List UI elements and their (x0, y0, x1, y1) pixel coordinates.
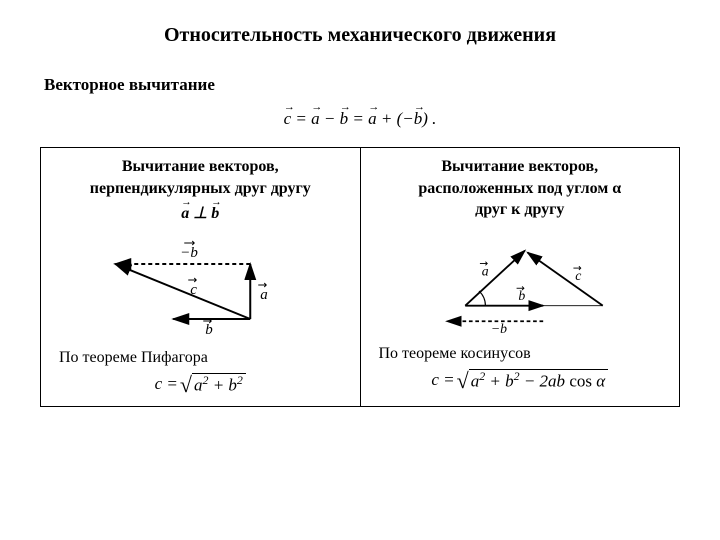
page-title: Относительность механического движения (40, 24, 680, 47)
left-relation: a ⊥ b (181, 203, 219, 223)
right-heading-line2: расположенных под углом α (418, 180, 621, 197)
left-heading: Вычитание векторов, перпендикулярных дру… (90, 156, 311, 199)
svg-text:c: c (190, 282, 197, 298)
right-heading: Вычитание векторов, расположенных под уг… (418, 156, 621, 221)
sqrt-icon: √ a2 + b2 − 2ab cos α (457, 369, 609, 391)
svg-text:a: a (481, 263, 488, 278)
right-theorem-label: По теореме косинусов (379, 345, 531, 363)
left-theorem-label: По теореме Пифагора (59, 349, 208, 367)
right-diagram: a b c −b (369, 225, 672, 335)
svg-text:a: a (260, 287, 268, 303)
left-formula: c = √ a2 + b2 (155, 373, 246, 395)
right-heading-line3: друг к другу (475, 201, 564, 218)
section-subtitle: Векторное вычитание (44, 75, 680, 95)
svg-text:c: c (575, 268, 581, 283)
right-formula-lhs: c = (431, 370, 454, 390)
comparison-table: Вычитание векторов, перпендикулярных дру… (40, 147, 680, 407)
svg-text:b: b (205, 322, 213, 338)
right-formula: c = √ a2 + b2 − 2ab cos α (431, 369, 608, 391)
left-heading-line2: перпендикулярных друг другу (90, 180, 311, 197)
right-heading-line1: Вычитание векторов, (441, 158, 598, 175)
sqrt-icon: √ a2 + b2 (180, 373, 246, 395)
main-equation: c = a − b = a + (−b) . (40, 109, 680, 129)
left-formula-body: a2 + b2 (192, 373, 246, 395)
right-formula-body: a2 + b2 − 2ab cos α (469, 369, 608, 391)
left-heading-line1: Вычитание векторов, (122, 158, 279, 175)
right-column: Вычитание векторов, расположенных под уг… (361, 148, 680, 406)
svg-text:b: b (518, 288, 525, 303)
left-column: Вычитание векторов, перпендикулярных дру… (41, 148, 361, 406)
svg-text:−b: −b (490, 321, 506, 335)
left-diagram: a −b b c (49, 229, 352, 339)
svg-text:−b: −b (180, 245, 198, 261)
left-formula-lhs: c = (155, 374, 178, 394)
